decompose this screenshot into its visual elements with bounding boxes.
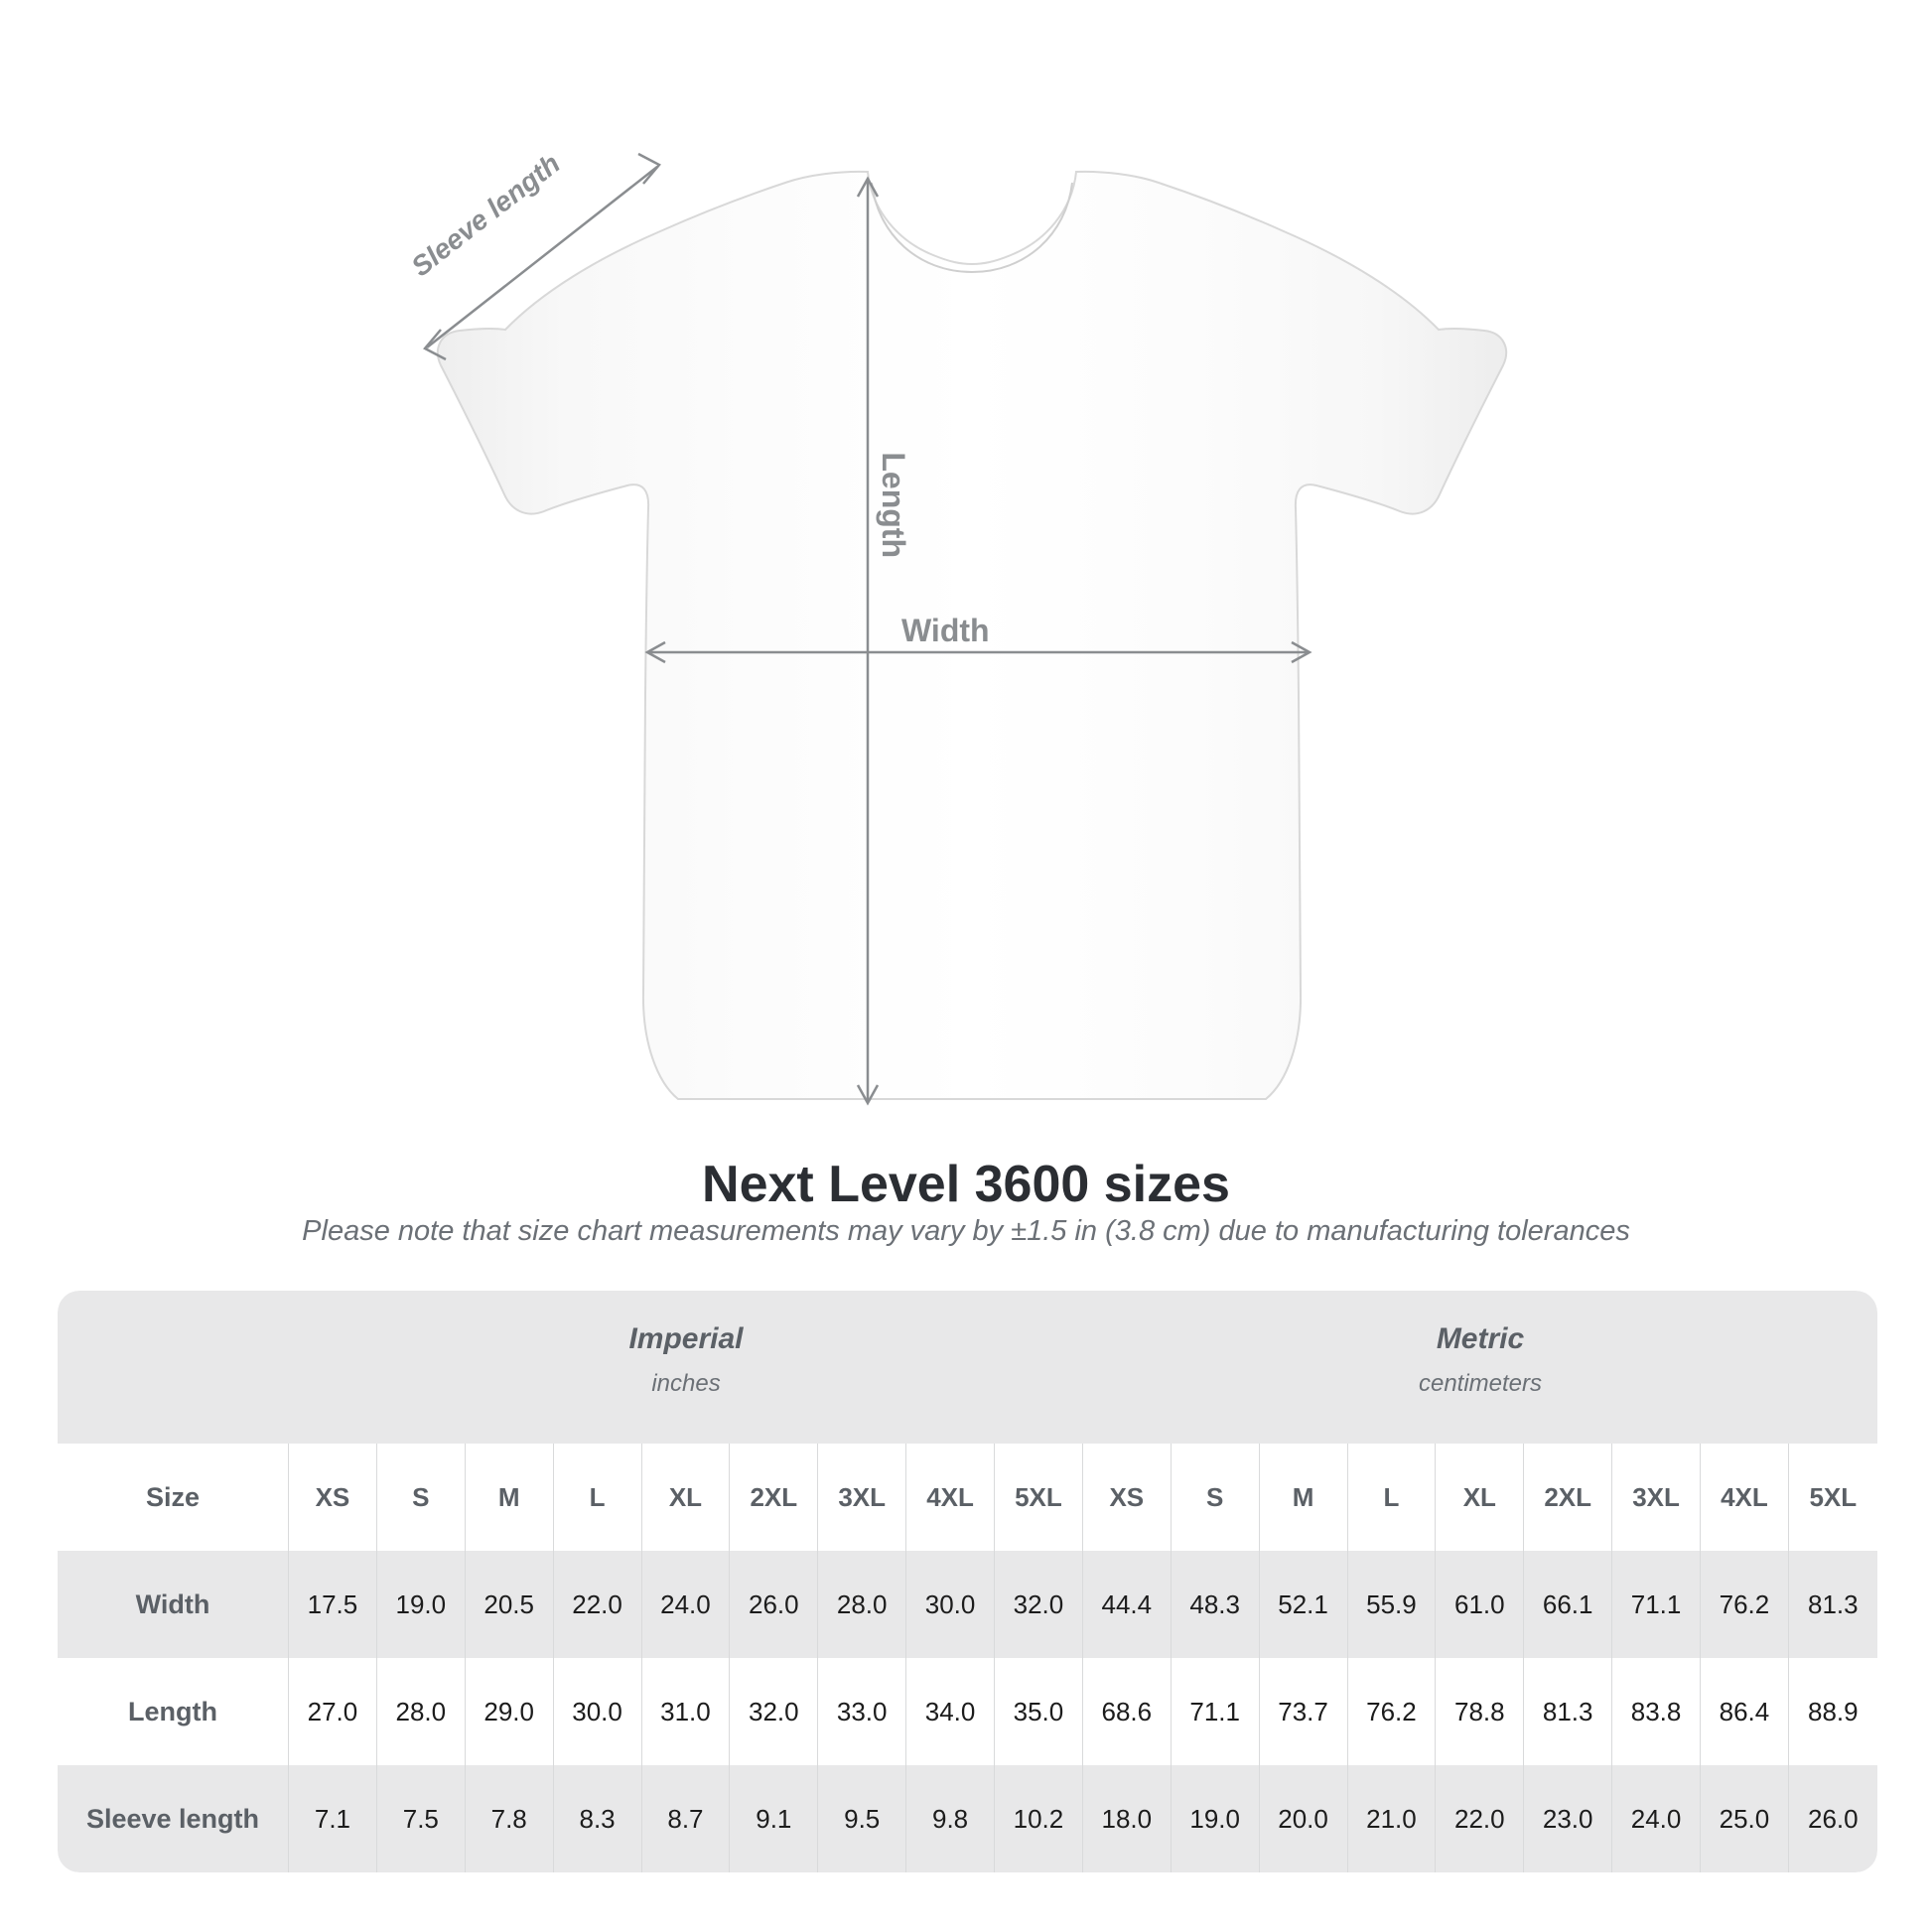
svg-text:Width: Width — [901, 613, 990, 648]
svg-text:Sleeve length: Sleeve length — [405, 148, 565, 283]
svg-text:Length: Length — [876, 452, 911, 558]
